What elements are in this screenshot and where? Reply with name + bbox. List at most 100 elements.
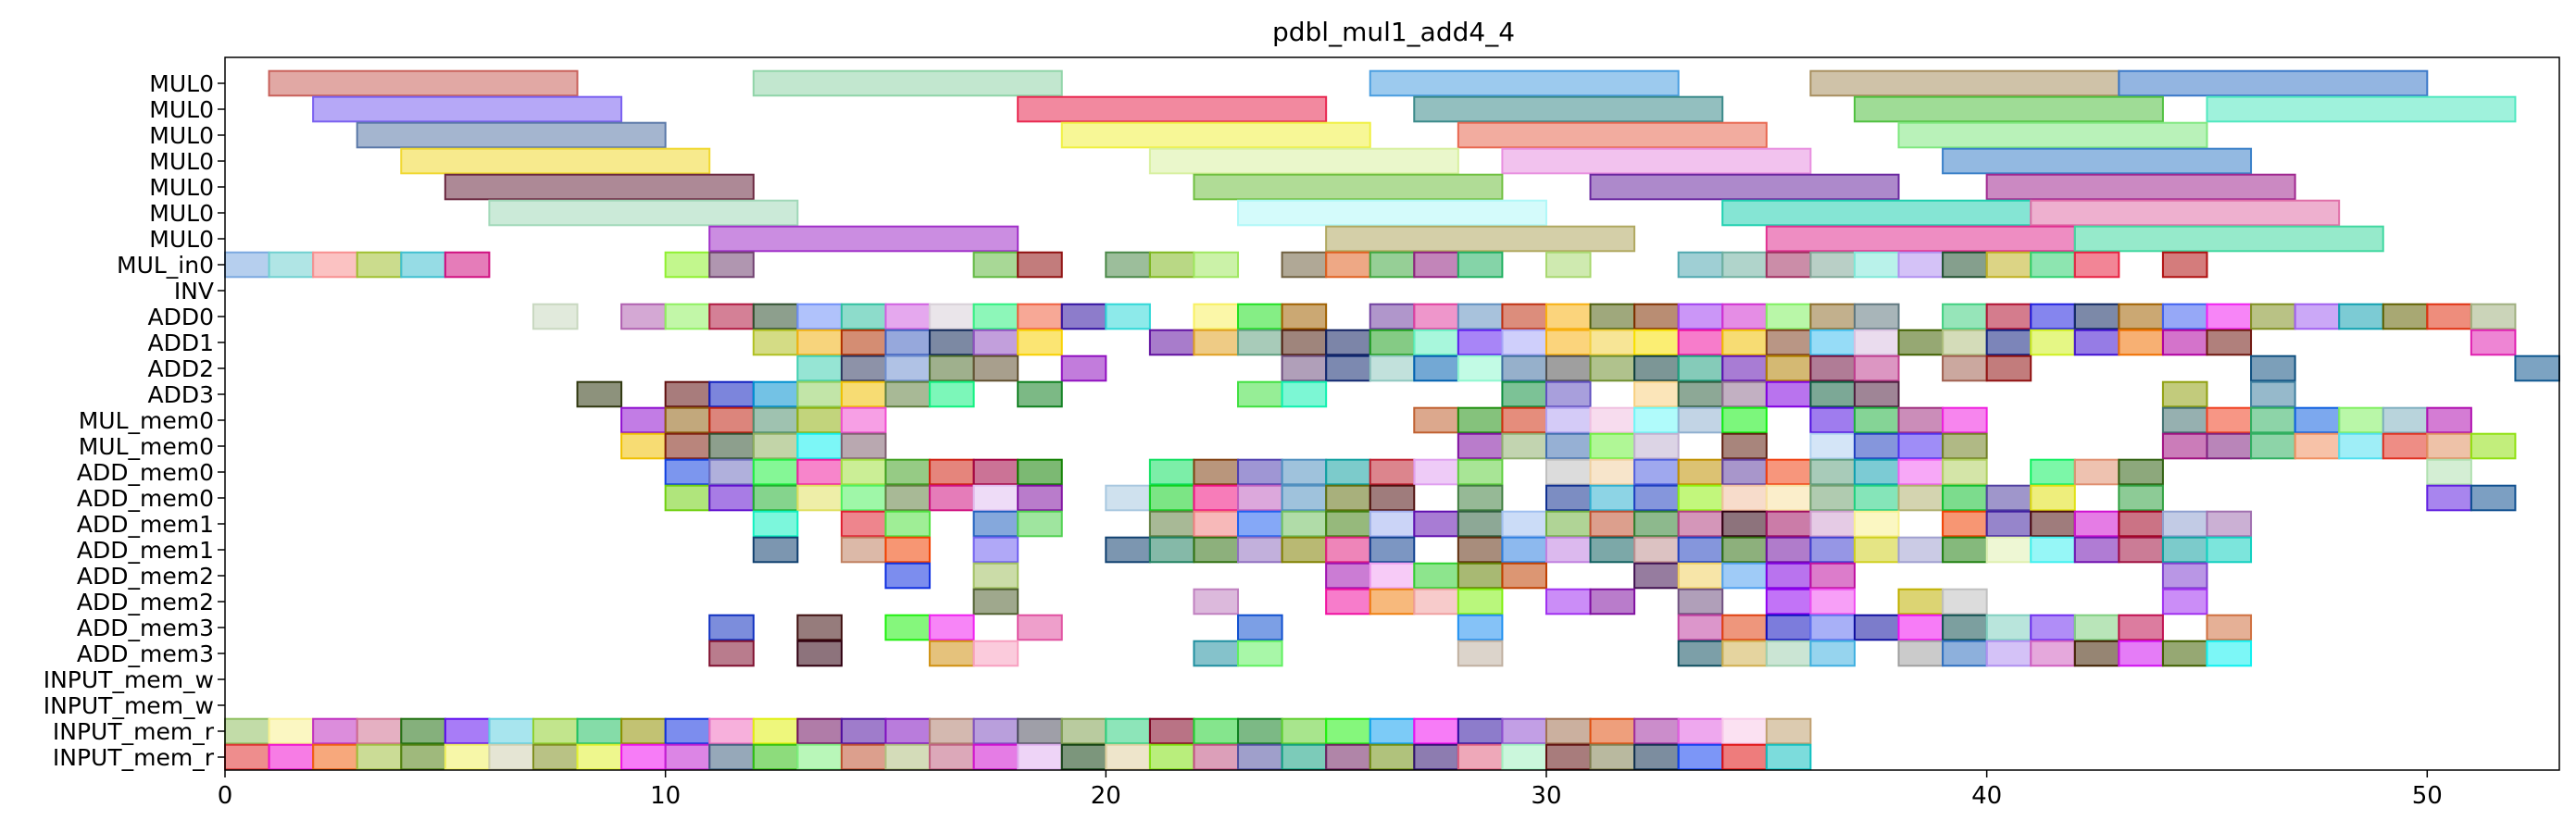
task-bar-143 [1413,354,1459,382]
task-bar-22 [488,199,799,227]
task-bar-390 [1985,614,2032,641]
task-bar-117 [1544,329,1592,356]
task-bar-149 [1677,354,1724,382]
task-bar-190 [1633,406,1680,434]
task-bar-443 [1501,717,1547,745]
task-bar-301 [1369,510,1416,538]
task-bar-188 [1544,406,1592,434]
task-bar-48 [1544,251,1592,279]
task-bar-281 [1765,484,1812,512]
task-bar-189 [1589,406,1636,434]
y-tick-label: MUL0 [149,70,214,97]
task-bar-446 [1633,717,1680,745]
task-bar-15 [1148,147,1459,175]
task-bar-326 [1193,536,1240,564]
task-bar-431 [972,717,1019,745]
task-bar-322 [884,536,932,564]
task-bar-458 [576,743,623,771]
task-bar-483 [1677,743,1724,771]
task-bar-131 [2161,329,2208,356]
task-bar-251 [1809,458,1856,486]
task-bar-197 [2161,406,2208,434]
task-bar-119 [1633,329,1680,356]
task-bar-280 [1721,484,1768,512]
task-bar-186 [1457,406,1504,434]
task-bar-224 [2338,432,2384,460]
task-bar-321 [840,536,887,564]
task-bar-49 [1677,251,1724,279]
task-bar-33 [356,251,403,279]
task-bar-133 [2470,329,2517,356]
task-bar-183 [796,406,843,434]
task-bar-178 [2250,380,2296,408]
task-bar-103 [840,329,887,356]
task-bar-398 [972,640,1019,667]
task-bar-246 [1589,458,1636,486]
task-bar-67 [884,303,932,330]
task-bar-377 [796,614,843,641]
task-bar-479 [1501,743,1547,771]
task-bar-379 [929,614,975,641]
task-bar-382 [1457,614,1504,641]
task-bar-95 [2250,303,2296,330]
task-bar-160 [708,380,755,408]
task-bar-205 [664,432,711,460]
task-bar-207 [752,432,799,460]
task-bar-226 [2426,432,2472,460]
task-bar-267 [1017,484,1063,512]
task-bar-356 [1633,562,1680,590]
task-bar-234 [929,458,975,486]
task-bar-463 [796,743,843,771]
y-tick-label: ADD_mem2 [77,589,214,615]
task-bar-11 [1060,121,1371,149]
task-bar-71 [1060,303,1107,330]
task-bar-411 [2118,640,2164,667]
task-bar-111 [1281,329,1328,356]
task-bar-9 [2206,95,2517,123]
task-bar-31 [268,251,315,279]
task-bar-375 [2161,588,2208,615]
task-bar-403 [1721,640,1768,667]
task-bar-151 [1765,354,1812,382]
task-bar-408 [1985,640,2032,667]
y-tick-label: INPUT_mem_w [44,692,214,719]
task-bar-100 [2470,303,2517,330]
task-bar-397 [929,640,975,667]
task-bar-314 [1985,510,2032,538]
task-bar-454 [400,743,446,771]
task-bar-196 [1942,406,1988,434]
task-bar-245 [1544,458,1592,486]
task-bar-298 [1237,510,1283,538]
task-bar-105 [929,329,975,356]
task-bar-341 [1897,536,1945,564]
task-bar-331 [1457,536,1504,564]
task-bar-80 [1544,303,1592,330]
task-bar-129 [2073,329,2120,356]
task-bar-150 [1721,354,1768,382]
task-bar-366 [1413,588,1459,615]
plot-frame [224,56,2560,771]
task-bar-384 [1721,614,1768,641]
task-bar-88 [1942,303,1988,330]
task-bar-112 [1325,329,1371,356]
task-bar-17 [1942,147,2253,175]
task-bar-480 [1544,743,1592,771]
task-bar-115 [1457,329,1504,356]
task-bar-414 [224,717,270,745]
task-bar-171 [1633,380,1680,408]
task-bar-270 [1193,484,1240,512]
task-bar-371 [1765,588,1812,615]
task-bar-354 [1457,562,1504,590]
task-bar-93 [2161,303,2208,330]
task-bar-147 [1589,354,1636,382]
task-bar-26 [708,225,1019,253]
task-bar-4 [2118,69,2429,97]
task-bar-153 [1853,354,1900,382]
task-bar-383 [1677,614,1724,641]
task-bar-90 [2030,303,2076,330]
task-bar-99 [2426,303,2472,330]
task-bar-260 [708,484,755,512]
task-bar-400 [1237,640,1283,667]
task-bar-38 [972,251,1019,279]
